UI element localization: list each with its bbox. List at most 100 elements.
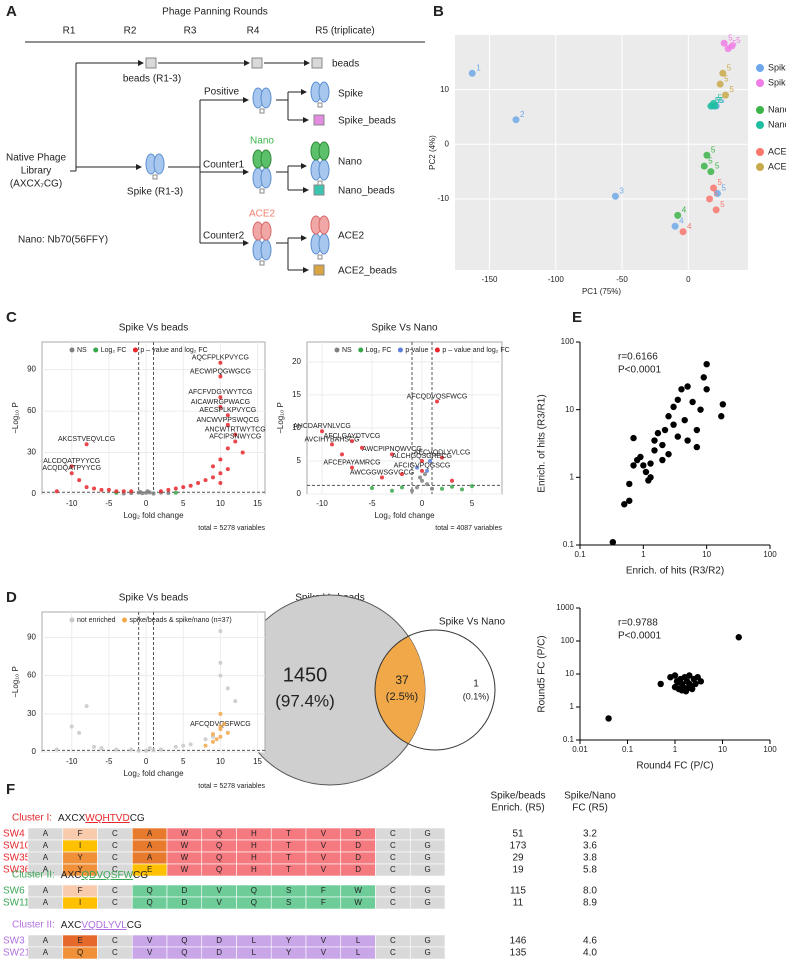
- annotation: r=0.9788: [618, 618, 658, 629]
- residue-cell: [409, 946, 446, 960]
- fold-change: 5.8: [583, 865, 597, 876]
- point: [630, 462, 637, 469]
- residue: A: [43, 853, 49, 862]
- residue: D: [216, 936, 222, 945]
- point: [450, 484, 454, 489]
- point: [350, 439, 354, 444]
- point: [420, 458, 424, 463]
- point: [670, 403, 677, 411]
- residue: H: [251, 865, 257, 874]
- point: [693, 443, 701, 451]
- point: [54, 489, 59, 494]
- point: [196, 480, 201, 485]
- point-label: 5: [728, 33, 733, 42]
- row-name: SW6: [3, 886, 25, 897]
- beads-box: [313, 184, 325, 196]
- x-tick-label: 5: [181, 757, 186, 766]
- y-axis-label: Round5 FC (P/C): [537, 635, 548, 712]
- x-tick-label: -10: [66, 499, 78, 508]
- point: [605, 715, 612, 722]
- point-label: 5: [736, 36, 741, 45]
- fold-change: 4.6: [583, 936, 597, 947]
- legend-swatch: [122, 617, 128, 623]
- point: [721, 91, 729, 99]
- point-label: AICAWRGPWACG: [191, 399, 250, 406]
- beads-box: [251, 57, 263, 69]
- panel-label: A: [6, 3, 17, 20]
- point: [138, 489, 143, 494]
- point-label: 5: [720, 200, 725, 209]
- x-axis-label: PC1 (75%): [582, 287, 621, 296]
- residue: W: [354, 898, 362, 907]
- point: [210, 732, 215, 737]
- venn-count: 37: [395, 673, 409, 687]
- point: [129, 489, 134, 494]
- point: [707, 168, 715, 176]
- legend-swatch: [756, 79, 764, 87]
- residue: V: [216, 898, 222, 907]
- point: [735, 634, 742, 641]
- residue: V: [147, 936, 153, 945]
- point: [460, 487, 464, 492]
- diagram-title: Phage Panning Rounds: [162, 7, 268, 18]
- residue: I: [79, 898, 81, 907]
- residue: A: [43, 829, 49, 838]
- output-label: Nano: [338, 157, 362, 168]
- point: [166, 487, 171, 492]
- point: [697, 406, 704, 413]
- point: [720, 39, 728, 47]
- residue: A: [43, 898, 49, 907]
- column-header: Enrich. (R5): [491, 803, 544, 814]
- output-label: ACE2: [338, 231, 365, 242]
- x-axis-label: Enrich. of hits (R3/R2): [626, 566, 724, 577]
- row-name: SW11: [3, 898, 30, 909]
- point: [158, 747, 163, 752]
- point: [630, 434, 637, 442]
- x-tick-label: 15: [253, 757, 262, 766]
- legend-label: Log₂ FC: [366, 347, 392, 354]
- point: [233, 432, 238, 437]
- point-label: AECWIPQGWGCG: [190, 368, 251, 375]
- y-tick-label: 10: [440, 85, 449, 94]
- point: [703, 360, 710, 368]
- point: [679, 228, 687, 236]
- point: [173, 744, 178, 749]
- residue: G: [425, 898, 431, 907]
- output-label: Nano_beads: [338, 186, 395, 197]
- residue: G: [425, 853, 431, 862]
- point-label: ALCDQATPYYCG: [43, 458, 100, 465]
- point: [611, 192, 619, 200]
- consensus-part: QDVQSFW: [81, 870, 133, 881]
- residue: Y: [286, 936, 292, 945]
- venn: Spike Vs beads Spike Vs Nano 1450 (97.4%…: [234, 593, 506, 786]
- residue: W: [181, 865, 189, 874]
- y-tick-label: 10: [565, 405, 574, 414]
- x-tick-label: -5: [105, 757, 113, 766]
- connector: [168, 100, 201, 243]
- residue: T: [286, 865, 291, 874]
- point: [77, 730, 82, 735]
- phage-icon: [310, 233, 330, 260]
- point: [689, 398, 696, 406]
- venn-set: [374, 629, 496, 751]
- residue: V: [321, 829, 327, 838]
- y-axis-label: Enrich. of hits (R3/R1): [537, 394, 548, 492]
- y-tick-label: 10: [292, 423, 301, 432]
- point-label: AWCGGWSGVGCG: [350, 469, 414, 476]
- x-axis-label: Log₂ fold change: [374, 511, 435, 520]
- point: [218, 673, 223, 678]
- point: [390, 452, 394, 457]
- residue: F: [78, 829, 83, 838]
- y-axis-label: PC2 (4%): [428, 135, 437, 170]
- x-tick-label: -100: [548, 275, 565, 284]
- point: [84, 442, 89, 447]
- point: [637, 453, 644, 461]
- point: [728, 42, 736, 50]
- residue: Q: [147, 898, 153, 907]
- point: [425, 468, 429, 473]
- point: [640, 462, 647, 469]
- x-tick-label: 0: [144, 757, 149, 766]
- fold-change: 3.8: [583, 853, 597, 864]
- residue: V: [321, 936, 327, 945]
- legend-swatch: [397, 347, 403, 353]
